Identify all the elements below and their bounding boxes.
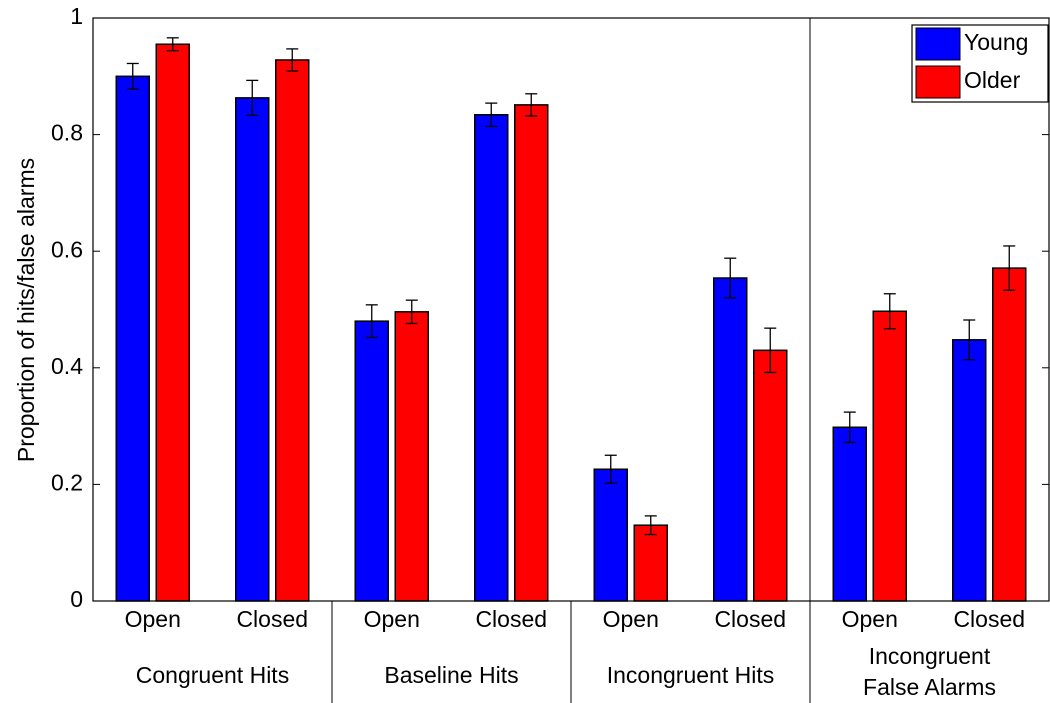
x-tick-label: Open <box>125 606 181 632</box>
bar <box>354 320 389 602</box>
error-bar <box>604 454 617 484</box>
y-tick-label: 0.2 <box>51 469 83 495</box>
error-bar <box>764 327 777 374</box>
error-bar <box>883 293 896 330</box>
bar <box>514 104 549 602</box>
error-bar <box>963 319 976 361</box>
legend-label: Older <box>964 67 1021 93</box>
legend-swatch <box>915 65 961 99</box>
error-bar <box>405 299 418 325</box>
x-tick-label: Closed <box>714 606 786 632</box>
error-bar <box>525 93 538 117</box>
x-tick-label: Open <box>842 606 898 632</box>
y-tick-label: 0.6 <box>51 236 83 262</box>
bar <box>753 349 788 602</box>
y-tick-label: 0.8 <box>51 120 83 146</box>
bar <box>593 468 628 602</box>
y-tick-label: 0.4 <box>51 353 83 379</box>
error-bar <box>724 257 737 299</box>
bar <box>713 277 748 602</box>
error-bar <box>365 304 378 339</box>
bar <box>633 524 668 602</box>
group-label: Congruent Hits <box>136 662 289 688</box>
bar <box>275 59 310 602</box>
legend-swatch <box>915 27 961 61</box>
x-tick-label: Closed <box>953 606 1025 632</box>
error-bar <box>1003 245 1016 291</box>
bar <box>235 97 270 602</box>
bar <box>992 267 1027 602</box>
plot-frame <box>92 17 1050 602</box>
error-bar <box>286 48 299 72</box>
x-tick-label: Open <box>603 606 659 632</box>
error-bar <box>843 411 856 444</box>
bar <box>155 43 190 602</box>
error-bar <box>126 62 139 90</box>
error-bar <box>485 102 498 128</box>
error-bar <box>246 79 259 117</box>
bar <box>474 114 509 602</box>
y-axis-label: Proportion of hits/false alarms <box>13 158 39 462</box>
bar <box>832 426 867 602</box>
x-tick-label: Closed <box>475 606 547 632</box>
x-tick-label: Closed <box>236 606 308 632</box>
group-label: Baseline Hits <box>384 662 518 688</box>
legend-label: Young <box>964 29 1028 55</box>
y-tick-label: 0 <box>70 586 83 612</box>
error-bar <box>644 515 657 536</box>
y-tick-label: 1 <box>70 3 83 29</box>
bar <box>394 311 429 602</box>
bar <box>952 339 987 602</box>
error-bar <box>166 37 179 52</box>
bar <box>872 310 907 602</box>
group-label: False Alarms <box>863 674 996 700</box>
group-label: Incongruent Hits <box>607 662 774 688</box>
bar <box>115 75 150 602</box>
x-tick-label: Open <box>364 606 420 632</box>
group-label: Incongruent <box>869 643 991 669</box>
